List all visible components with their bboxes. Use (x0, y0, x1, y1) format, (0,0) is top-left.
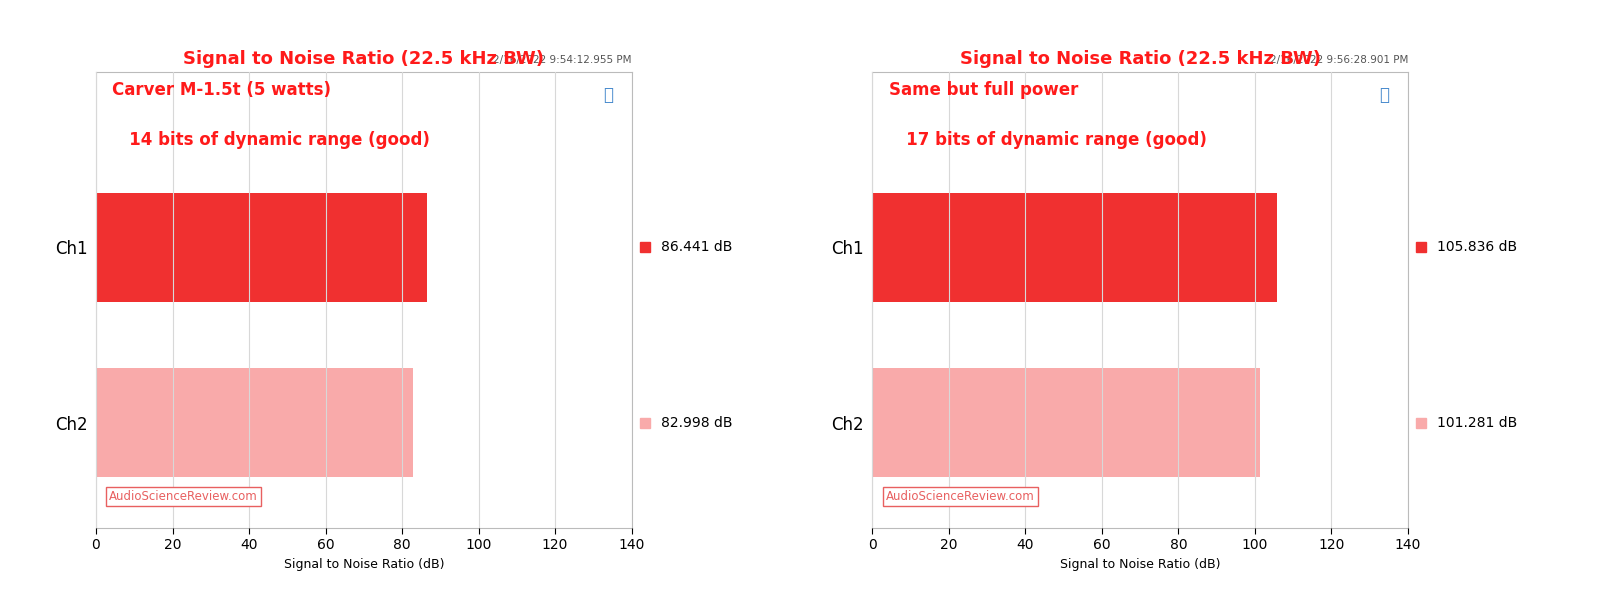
Bar (872, 368, 1259, 477)
Text: AudioScienceReview.com: AudioScienceReview.com (109, 490, 258, 503)
Text: 2/16/2022 9:54:12.955 PM: 2/16/2022 9:54:12.955 PM (493, 55, 632, 65)
Text: 82.998 dB: 82.998 dB (661, 416, 733, 430)
Text: Carver M-1.5t (5 watts): Carver M-1.5t (5 watts) (112, 81, 331, 99)
Title: Signal to Noise Ratio (22.5 kHz BW): Signal to Noise Ratio (22.5 kHz BW) (184, 50, 544, 68)
Text: 2/16/2022 9:56:28.901 PM: 2/16/2022 9:56:28.901 PM (1270, 55, 1408, 65)
Text: AudioScienceReview.com: AudioScienceReview.com (886, 490, 1035, 503)
Bar (96, 193, 427, 302)
Text: 14 bits of dynamic range (good): 14 bits of dynamic range (good) (112, 131, 430, 149)
Title: Signal to Noise Ratio (22.5 kHz BW): Signal to Noise Ratio (22.5 kHz BW) (960, 50, 1320, 68)
Text: 17 bits of dynamic range (good): 17 bits of dynamic range (good) (888, 131, 1206, 149)
Text: 86.441 dB: 86.441 dB (661, 241, 733, 254)
Text: Ⓐ: Ⓐ (603, 86, 613, 104)
X-axis label: Signal to Noise Ratio (dB): Signal to Noise Ratio (dB) (1059, 558, 1221, 571)
Bar (96, 368, 413, 477)
Text: 105.836 dB: 105.836 dB (1437, 241, 1517, 254)
Text: Same but full power: Same but full power (888, 81, 1078, 99)
Text: 101.281 dB: 101.281 dB (1437, 416, 1518, 430)
Text: Ⓐ: Ⓐ (1379, 86, 1389, 104)
X-axis label: Signal to Noise Ratio (dB): Signal to Noise Ratio (dB) (283, 558, 445, 571)
Bar (872, 193, 1277, 302)
